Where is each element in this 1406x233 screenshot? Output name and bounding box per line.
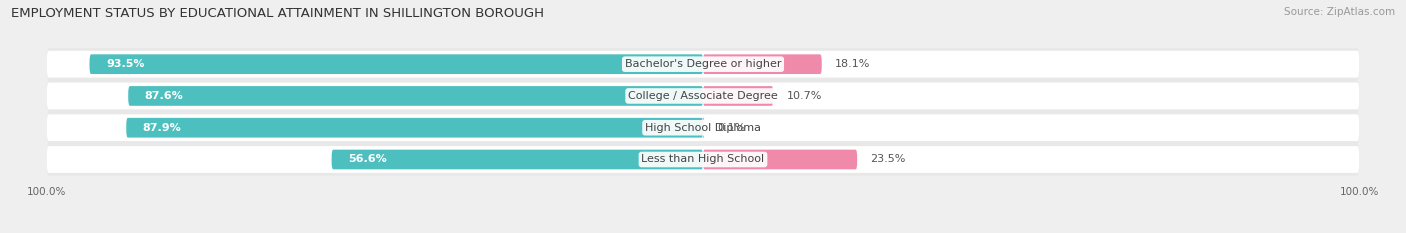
Text: 56.6%: 56.6% [349, 154, 387, 164]
Text: EMPLOYMENT STATUS BY EDUCATIONAL ATTAINMENT IN SHILLINGTON BOROUGH: EMPLOYMENT STATUS BY EDUCATIONAL ATTAINM… [11, 7, 544, 20]
FancyBboxPatch shape [46, 51, 1360, 78]
FancyBboxPatch shape [46, 48, 1360, 80]
Text: 23.5%: 23.5% [870, 154, 905, 164]
FancyBboxPatch shape [128, 86, 703, 106]
Text: Source: ZipAtlas.com: Source: ZipAtlas.com [1284, 7, 1395, 17]
FancyBboxPatch shape [90, 54, 703, 74]
FancyBboxPatch shape [703, 54, 821, 74]
FancyBboxPatch shape [46, 112, 1360, 144]
Text: Less than High School: Less than High School [641, 154, 765, 164]
FancyBboxPatch shape [46, 146, 1360, 173]
FancyBboxPatch shape [46, 82, 1360, 109]
Text: 93.5%: 93.5% [105, 59, 145, 69]
FancyBboxPatch shape [46, 143, 1360, 176]
FancyBboxPatch shape [127, 118, 703, 137]
FancyBboxPatch shape [702, 118, 704, 137]
Text: 10.7%: 10.7% [786, 91, 821, 101]
Text: 87.6%: 87.6% [145, 91, 183, 101]
FancyBboxPatch shape [703, 150, 858, 169]
Text: 0.1%: 0.1% [717, 123, 745, 133]
FancyBboxPatch shape [46, 80, 1360, 112]
Text: 87.9%: 87.9% [142, 123, 181, 133]
FancyBboxPatch shape [46, 114, 1360, 141]
Text: 18.1%: 18.1% [835, 59, 870, 69]
Text: College / Associate Degree: College / Associate Degree [628, 91, 778, 101]
Text: Bachelor's Degree or higher: Bachelor's Degree or higher [624, 59, 782, 69]
FancyBboxPatch shape [703, 86, 773, 106]
Text: High School Diploma: High School Diploma [645, 123, 761, 133]
FancyBboxPatch shape [332, 150, 703, 169]
